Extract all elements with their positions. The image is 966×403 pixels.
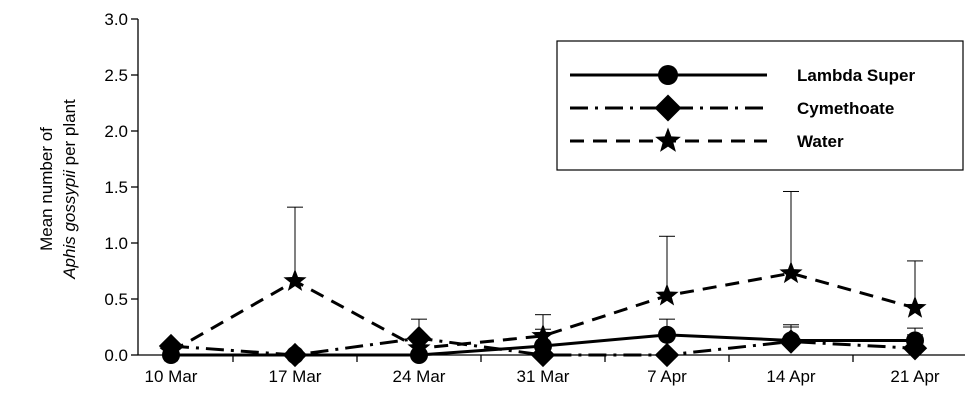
x-tick-label: 10 Mar	[145, 367, 198, 386]
data-point	[282, 342, 308, 368]
y-axis-title-species: Aphis gossypii	[60, 169, 79, 280]
data-point	[530, 342, 556, 368]
legend-box	[556, 40, 964, 171]
data-point	[654, 342, 680, 368]
x-tick-label: 24 Mar	[393, 367, 446, 386]
x-tick-label: 21 Apr	[890, 367, 939, 386]
plot-area: 0.0 0.5 1.0 1.5 2.0 2.5 3.0 10 Mar 17 Mar 24 Mar 3…	[104, 10, 965, 386]
series-water	[159, 190, 927, 362]
data-point	[779, 261, 803, 284]
legend-label: Lambda Super	[797, 66, 915, 85]
data-point	[903, 295, 927, 318]
x-tick-label: 31 Mar	[517, 367, 570, 386]
y-axis-title-unit: per plant	[60, 99, 79, 170]
y-tick-label: 0.5	[104, 290, 128, 309]
data-point	[283, 268, 307, 291]
y-axis-title-line2: Aphis gossypii per plant	[60, 99, 79, 280]
legend-label: Cymethoate	[797, 99, 894, 118]
data-point	[159, 339, 183, 362]
legend-marker	[658, 65, 678, 85]
y-tick-label: 2.0	[104, 122, 128, 141]
y-axis-title-line1: Mean number of	[37, 127, 56, 251]
y-tick-label: 3.0	[104, 10, 128, 29]
legend: Lambda Super Cymethoate Water	[556, 40, 964, 171]
data-point	[655, 283, 679, 306]
x-tick-label: 14 Apr	[766, 367, 815, 386]
data-point	[531, 323, 555, 346]
y-tick-label: 1.5	[104, 178, 128, 197]
legend-marker	[655, 127, 681, 152]
y-tick-label: 2.5	[104, 66, 128, 85]
data-point	[778, 329, 804, 354]
data-point	[407, 336, 431, 359]
y-tick-label: 1.0	[104, 234, 128, 253]
data-point	[902, 336, 928, 361]
legend-marker	[654, 94, 682, 122]
y-tick-label: 0.0	[104, 346, 128, 365]
x-tick-label: 17 Mar	[269, 367, 322, 386]
y-axis-title: Mean number of Aphis gossypii per plant	[37, 99, 79, 280]
x-tick-label: 7 Apr	[647, 367, 687, 386]
data-point	[658, 325, 676, 344]
legend-label: Water	[797, 132, 844, 151]
